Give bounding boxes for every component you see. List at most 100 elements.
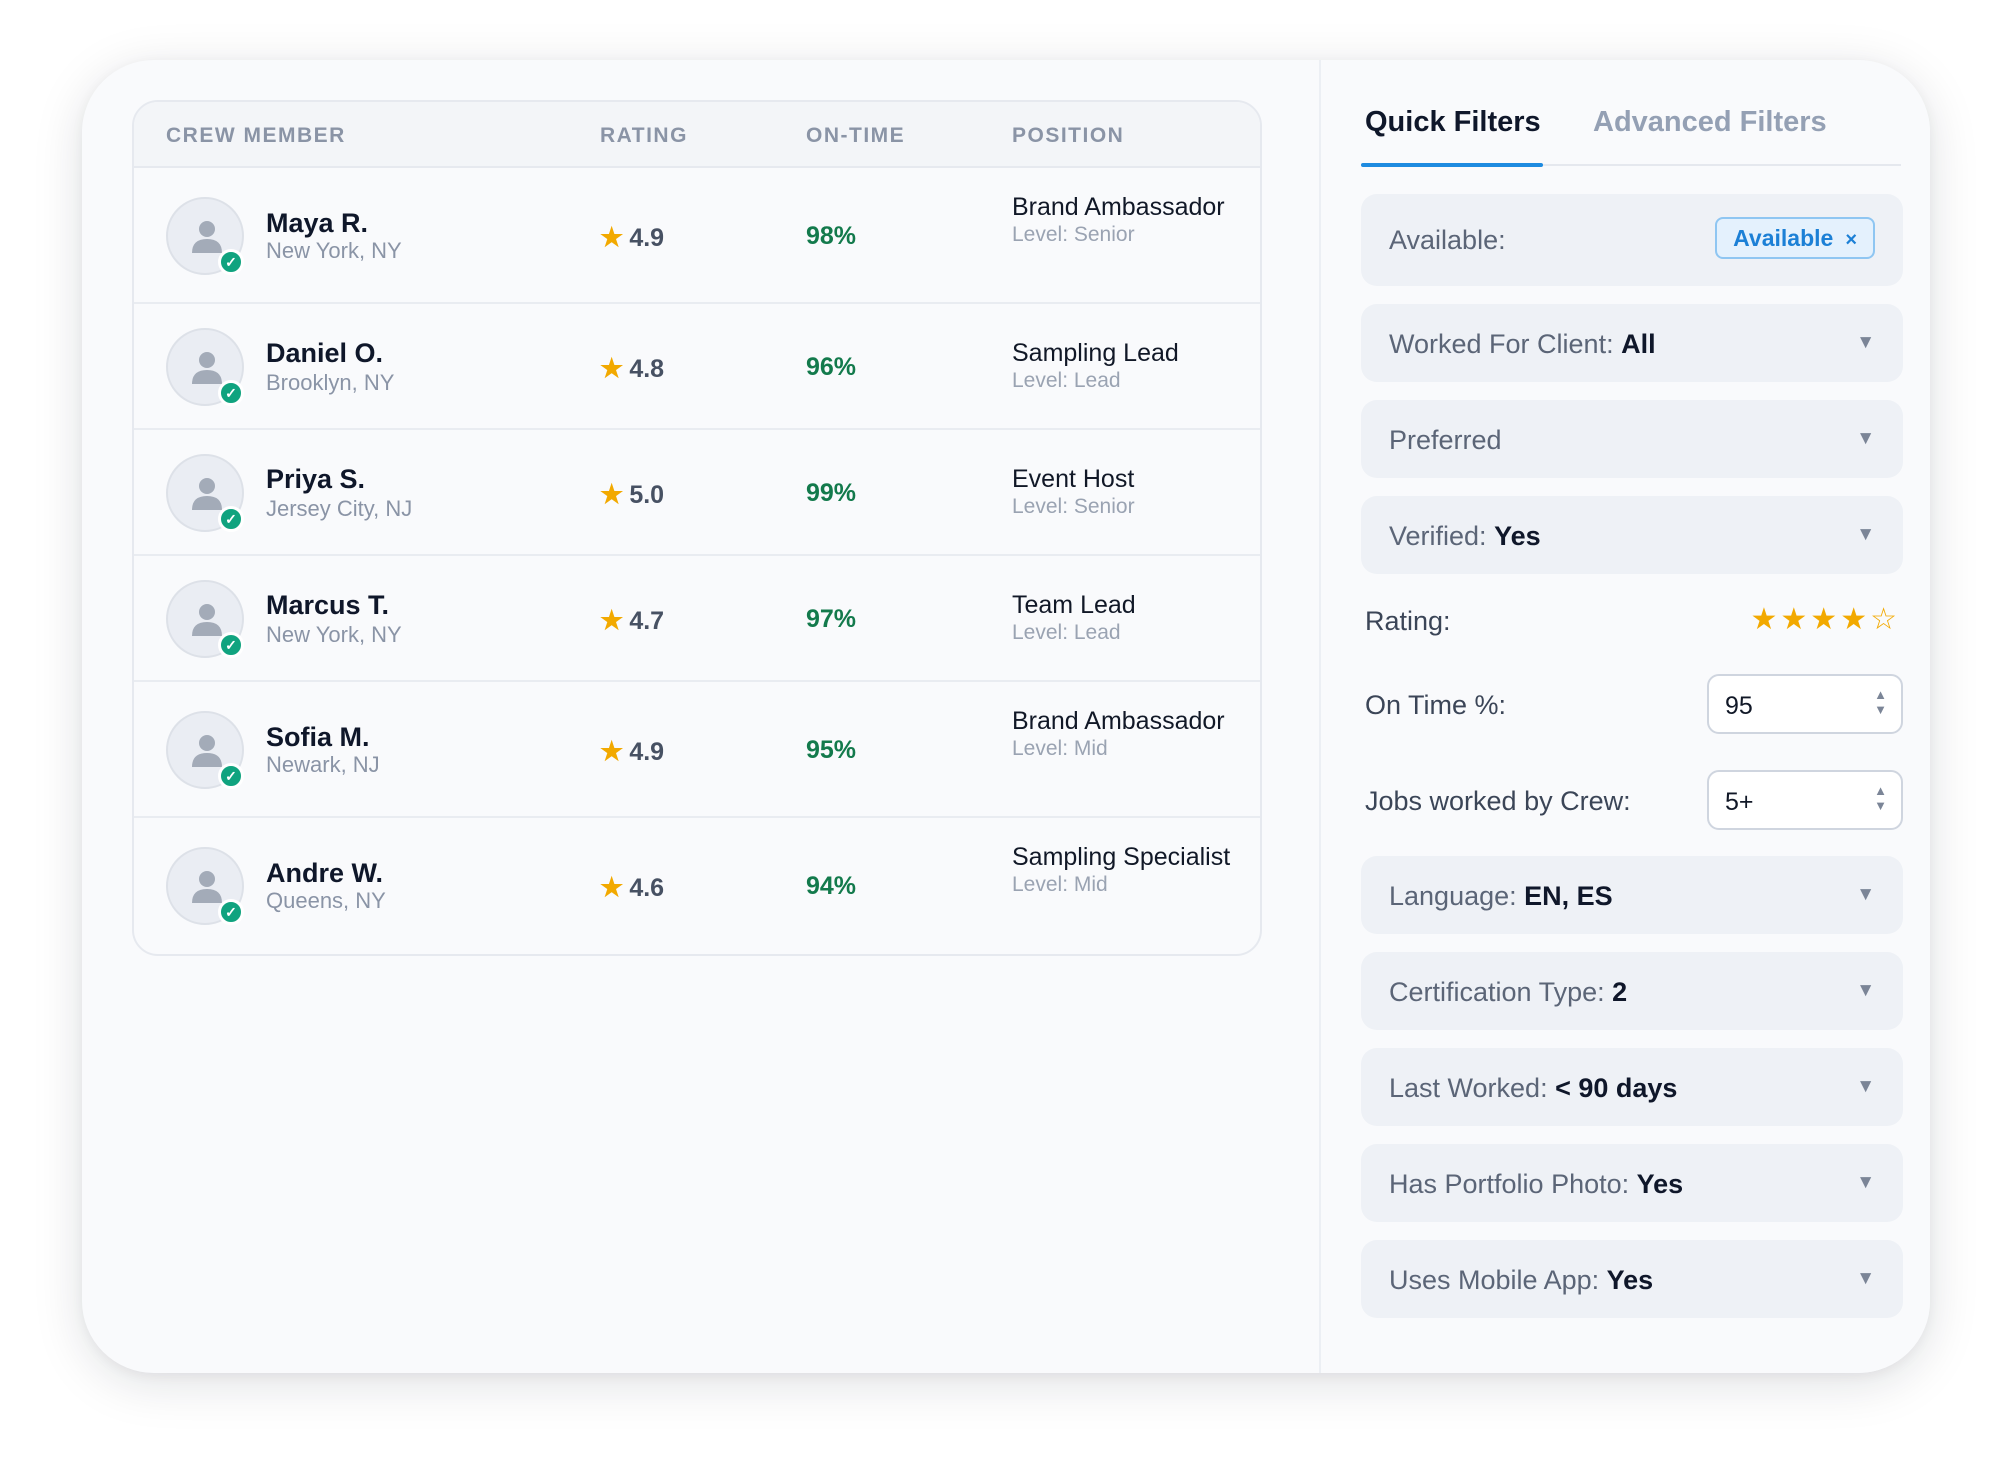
chevron-down-icon: ▼: [1856, 428, 1875, 449]
chevron-down-icon: ▼: [1856, 332, 1875, 353]
label-text: Certification Type:: [1389, 977, 1613, 1007]
chip-label: Available: [1733, 225, 1834, 251]
chevron-down-icon: ▼: [1856, 524, 1875, 545]
dropdown-label: Last Worked: < 90 days: [1389, 1073, 1677, 1104]
tab-advanced-filters[interactable]: Advanced Filters: [1593, 106, 1827, 138]
crew-table: CREW MEMBER RATING ON-TIME POSITION ✓ Ma…: [132, 100, 1262, 956]
position-level: Level: Mid: [1012, 737, 1108, 760]
avatar: ✓: [166, 328, 244, 406]
crew-name[interactable]: Priya S.: [266, 464, 366, 494]
stepper-down-icon[interactable]: ▼: [1874, 798, 1887, 813]
preferred-dropdown[interactable]: Preferred ▼: [1361, 400, 1903, 478]
crew-location: Queens, NY: [266, 888, 386, 913]
position-level: Level: Senior: [1012, 495, 1135, 518]
filter-panel: Quick Filters Advanced Filters Available…: [1319, 60, 1930, 1373]
rating-value: 4.9: [629, 738, 665, 766]
table-row[interactable]: ✓ Andre W. Queens, NY ★ 4.6 94% Sampling …: [134, 818, 1260, 954]
stepper-value[interactable]: 95: [1725, 692, 1753, 720]
label-text: Uses Mobile App:: [1389, 1265, 1607, 1295]
crew-rating: ★ 4.6: [600, 872, 664, 903]
star-icon: ★: [600, 479, 624, 509]
avatar: ✓: [166, 454, 244, 532]
on-time-stepper[interactable]: 95 ▲ ▼: [1707, 674, 1903, 734]
selected-value: Yes: [1636, 1169, 1684, 1199]
crew-rating: ★ 4.7: [600, 605, 664, 636]
portfolio-photo-dropdown[interactable]: Has Portfolio Photo: Yes ▼: [1361, 1144, 1903, 1222]
label-text: Language:: [1389, 881, 1525, 911]
position-title: Team Lead: [1012, 591, 1136, 619]
available-filter: Available: Available ×: [1361, 194, 1903, 286]
table-row[interactable]: ✓ Daniel O. Brooklyn, NY ★ 4.8 96% Sampli…: [134, 304, 1260, 430]
last-worked-dropdown[interactable]: Last Worked: < 90 days ▼: [1361, 1048, 1903, 1126]
dropdown-label: Has Portfolio Photo: Yes: [1389, 1169, 1683, 1200]
crew-location: Jersey City, NJ: [266, 496, 413, 521]
verified-check-icon: ✓: [218, 380, 244, 406]
mobile-app-dropdown[interactable]: Uses Mobile App: Yes ▼: [1361, 1240, 1903, 1318]
header-on-time[interactable]: ON-TIME: [806, 124, 906, 147]
position-title: Sampling Lead: [1012, 339, 1179, 367]
empty-star-icon[interactable]: ☆: [1870, 603, 1900, 636]
crew-location: Newark, NJ: [266, 752, 380, 777]
header-position[interactable]: POSITION: [1012, 124, 1125, 147]
language-dropdown[interactable]: Language: EN, ES ▼: [1361, 856, 1903, 934]
position-title: Brand Ambassador: [1012, 193, 1225, 221]
stepper-up-icon[interactable]: ▲: [1874, 687, 1887, 702]
header-rating[interactable]: RATING: [600, 124, 688, 147]
chevron-down-icon: ▼: [1856, 1076, 1875, 1097]
rating-stars[interactable]: ★★★★☆: [1751, 602, 1900, 637]
label-text: Last Worked:: [1389, 1073, 1556, 1103]
person-icon: [192, 735, 222, 767]
crew-on-time: 94%: [806, 872, 857, 900]
on-time-label: On Time %:: [1365, 690, 1507, 720]
avatar: ✓: [166, 711, 244, 789]
crew-on-time: 99%: [806, 479, 857, 507]
crew-position: Team Lead Level: Lead: [1012, 590, 1252, 646]
certification-type-dropdown[interactable]: Certification Type: 2 ▼: [1361, 952, 1903, 1030]
available-label: Available:: [1389, 225, 1506, 255]
label-text: Worked For Client:: [1389, 329, 1622, 359]
chevron-down-icon: ▼: [1856, 1172, 1875, 1193]
dropdown-label: Certification Type: 2: [1389, 977, 1627, 1008]
position-level: Level: Senior: [1012, 223, 1135, 246]
active-tab-indicator: [1361, 163, 1543, 167]
crew-name[interactable]: Daniel O.: [266, 338, 384, 368]
crew-location: Brooklyn, NY: [266, 370, 395, 395]
table-row[interactable]: ✓ Maya R. New York, NY ★ 4.9 98% Brand Am…: [134, 168, 1260, 304]
crew-on-time: 98%: [806, 222, 857, 250]
crew-on-time: 97%: [806, 605, 857, 633]
crew-on-time: 95%: [806, 736, 857, 764]
jobs-worked-stepper[interactable]: 5+ ▲ ▼: [1707, 770, 1903, 830]
available-chip[interactable]: Available ×: [1715, 217, 1875, 259]
stepper-value[interactable]: 5+: [1725, 788, 1754, 816]
person-icon: [192, 221, 222, 253]
avatar: ✓: [166, 197, 244, 275]
table-row[interactable]: ✓ Sofia M. Newark, NJ ★ 4.9 95% Brand Amb…: [134, 682, 1260, 818]
chip-remove-icon[interactable]: ×: [1845, 229, 1857, 251]
dropdown-label: Uses Mobile App: Yes: [1389, 1265, 1653, 1296]
tab-quick-filters[interactable]: Quick Filters: [1365, 106, 1541, 138]
filled-star-icons[interactable]: ★★★★: [1750, 603, 1871, 636]
crew-name[interactable]: Andre W.: [266, 858, 384, 888]
verified-dropdown[interactable]: Verified: Yes ▼: [1361, 496, 1903, 574]
crew-position: Sampling Specialist Level: Mid: [1012, 842, 1252, 898]
position-level: Level: Lead: [1012, 369, 1121, 392]
worked-for-client-dropdown[interactable]: Worked For Client: All ▼: [1361, 304, 1903, 382]
jobs-worked-label: Jobs worked by Crew:: [1365, 786, 1631, 816]
dropdown-label: Worked For Client: All: [1389, 329, 1656, 360]
crew-name[interactable]: Marcus T.: [266, 590, 390, 620]
header-crew-member[interactable]: CREW MEMBER: [166, 124, 346, 147]
stepper-arrows-icon[interactable]: ▲ ▼: [1874, 783, 1887, 813]
table-row[interactable]: ✓ Priya S. Jersey City, NJ ★ 5.0 99% Even…: [134, 430, 1260, 556]
verified-check-icon: ✓: [218, 763, 244, 789]
stepper-arrows-icon[interactable]: ▲ ▼: [1874, 687, 1887, 717]
stepper-up-icon[interactable]: ▲: [1874, 783, 1887, 798]
crew-position: Sampling Lead Level: Lead: [1012, 338, 1252, 394]
verified-check-icon: ✓: [218, 506, 244, 532]
crew-rating: ★ 4.8: [600, 353, 664, 384]
crew-name[interactable]: Sofia M.: [266, 722, 370, 752]
stepper-down-icon[interactable]: ▼: [1874, 702, 1887, 717]
crew-position: Event Host Level: Senior: [1012, 464, 1252, 520]
crew-name[interactable]: Maya R.: [266, 208, 369, 238]
crew-rating: ★ 4.9: [600, 736, 664, 767]
table-row[interactable]: ✓ Marcus T. New York, NY ★ 4.7 97% Team L…: [134, 556, 1260, 682]
